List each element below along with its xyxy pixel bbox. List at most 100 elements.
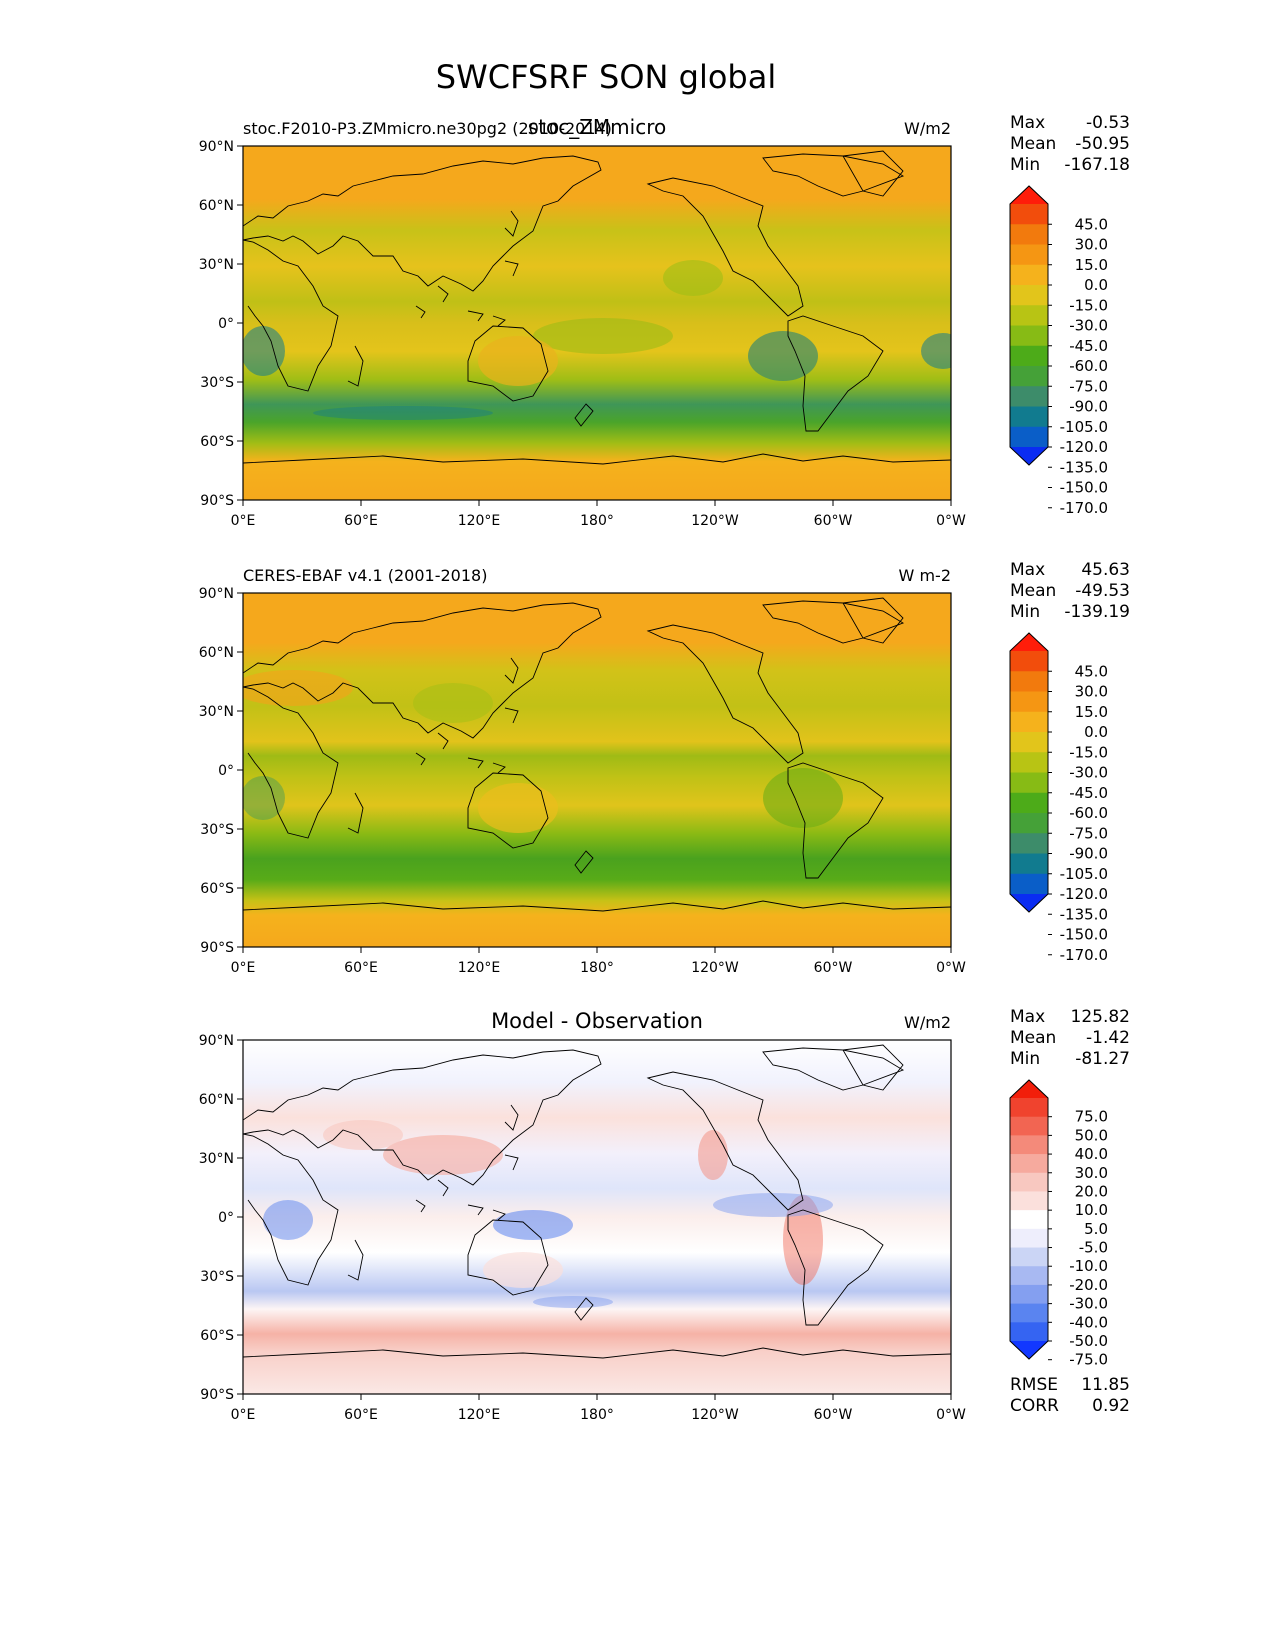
lon-tick-label: 0°E [231,1407,256,1423]
colorbar-tick-label: -170.0 [1060,499,1108,517]
colorbar-tick-label: -120.0 [1060,438,1108,456]
stat-value: -1.42 [1086,1028,1130,1048]
colorbar-band [1010,406,1048,428]
colorbar-band [1010,1210,1048,1230]
colorbar-tick-label: -120.0 [1060,885,1108,903]
colorbar-tick-label: -75.0 [1069,377,1108,395]
stat-value: -0.53 [1086,113,1130,133]
colorbar-tick-label: -60.0 [1069,357,1108,375]
lat-tick-label: 60°S [200,1328,234,1344]
colorbar-tick-label: 10.0 [1075,1201,1108,1219]
lat-tick-label: 30°N [199,1151,234,1167]
colorbar-band [1010,853,1048,875]
panel-diff-center-label: Model - Observation [491,1009,703,1033]
colorbar-band [1010,386,1048,407]
lon-tick-label: 180° [580,960,614,976]
lat-tick-label: 60°N [199,1092,234,1108]
figure-title: SWCFSRF SON global [436,58,776,96]
panel-obs-map [243,593,951,947]
stat-value: 45.63 [1081,560,1130,580]
colorbar-band [1010,772,1048,794]
colorbar-tick-label: -105.0 [1060,418,1108,436]
stat-label: RMSE [1010,1375,1058,1395]
colorbar-band [1010,204,1048,225]
panel-model-center-label: stoc_ZMmicro [528,115,667,139]
panel-model-lat-axis: 90°N 60°N 30°N 0° 30°S 60°S 90°S [199,139,243,509]
panel-obs-colorbar: 45.0 30.0 15.0 0.0 -15.0 -30.0 -45.0 -60.0 -75.0… [1009,632,1108,964]
colorbar-tick-label: -150.0 [1060,479,1108,497]
colorbar-band [1010,224,1048,245]
colorbar-band [1010,732,1048,753]
lat-tick-label: 90°N [199,139,234,155]
colorbar-tick-label: -40.0 [1069,1313,1108,1331]
lat-tick-label: 0° [218,763,234,779]
lon-tick-label: 60°W [814,513,853,529]
lat-tick-label: 0° [218,1210,234,1226]
colorbar-band [1010,426,1048,448]
stat-value: 11.85 [1081,1375,1130,1395]
colorbar-tick-label: 15.0 [1075,256,1108,274]
panel-diff-colorbar: 75.050.040.030.020.010.05.0-5.0-10.0-20.… [1009,1079,1108,1369]
colorbar-tick-label: -135.0 [1060,458,1108,476]
colorbar-tick-label: -10.0 [1069,1257,1108,1275]
panel-diff-map [243,1040,951,1394]
colorbar-band [1010,264,1048,286]
colorbar-band [1010,305,1048,326]
colorbar-extend-min [1010,894,1048,912]
lon-tick-label: 120°E [458,1407,501,1423]
panel-diff-extra-stats: RMSE 11.85 CORR 0.92 [1010,1375,1130,1416]
stat-value: -81.27 [1075,1049,1130,1069]
colorbar-band [1010,1098,1048,1118]
colorbar-band [1010,1154,1048,1174]
colorbar-band [1010,366,1048,387]
colorbar-band [1010,345,1048,367]
lon-tick-label: 120°W [691,513,739,529]
colorbar-extend-min [1010,447,1048,465]
lon-tick-label: 120°E [458,513,501,529]
lon-tick-label: 60°W [814,1407,853,1423]
lon-tick-label: 60°E [344,960,378,976]
lat-tick-label: 0° [218,316,234,332]
colorbar-tick-label: 20.0 [1075,1182,1108,1200]
stat-label: Mean [1010,581,1056,601]
lon-tick-label: 0°E [231,960,256,976]
lat-tick-label: 30°S [200,375,234,391]
colorbar-tick-label: 30.0 [1075,683,1108,701]
lon-tick-label: 180° [580,513,614,529]
stat-label: Max [1010,113,1045,133]
stat-value: -139.19 [1064,602,1130,622]
colorbar-tick-label: 40.0 [1075,1145,1108,1163]
lon-tick-label: 180° [580,1407,614,1423]
stat-label: Min [1010,602,1040,622]
panel-model-units: W/m2 [904,119,951,138]
colorbar-band [1010,244,1048,266]
lat-tick-label: 90°S [200,1387,234,1403]
stat-value: 125.82 [1071,1007,1130,1027]
colorbar-tick-label: 45.0 [1075,662,1108,680]
colorbar-band [1010,752,1048,773]
colorbar-band [1010,691,1048,713]
panel-obs: CERES-EBAF v4.1 (2001-2018) W m-2 90°N 60… [199,566,966,976]
colorbar-band [1010,1172,1048,1192]
lon-tick-label: 120°W [691,1407,739,1423]
colorbar-tick-label: -15.0 [1069,743,1108,761]
colorbar-band [1010,285,1048,306]
colorbar-extend-max [1010,1080,1048,1098]
panel-diff-stats: Max 125.82 Mean -1.42 Min -81.27 [1010,1007,1130,1069]
colorbar-tick-label: -150.0 [1060,926,1108,944]
colorbar-band [1010,1116,1048,1136]
panel-model-colorbar: 45.0 30.0 15.0 0.0 -15.0 -30.0 -45.0 -60.0 -75.0… [1009,185,1108,517]
colorbar-extend-max [1010,186,1048,204]
colorbar-band [1010,1247,1048,1267]
stat-label: Max [1010,560,1045,580]
lat-tick-label: 60°S [200,434,234,450]
lat-tick-label: 90°S [200,940,234,956]
stat-label: Mean [1010,1028,1056,1048]
colorbar-band [1010,1266,1048,1286]
panel-obs-left-label: CERES-EBAF v4.1 (2001-2018) [243,566,487,585]
colorbar-tick-label: 0.0 [1084,723,1108,741]
colorbar-tick-label: -45.0 [1069,784,1108,802]
colorbar-band [1010,651,1048,672]
colorbar-tick-label: -5.0 [1079,1239,1108,1257]
colorbar-band [1010,1191,1048,1211]
